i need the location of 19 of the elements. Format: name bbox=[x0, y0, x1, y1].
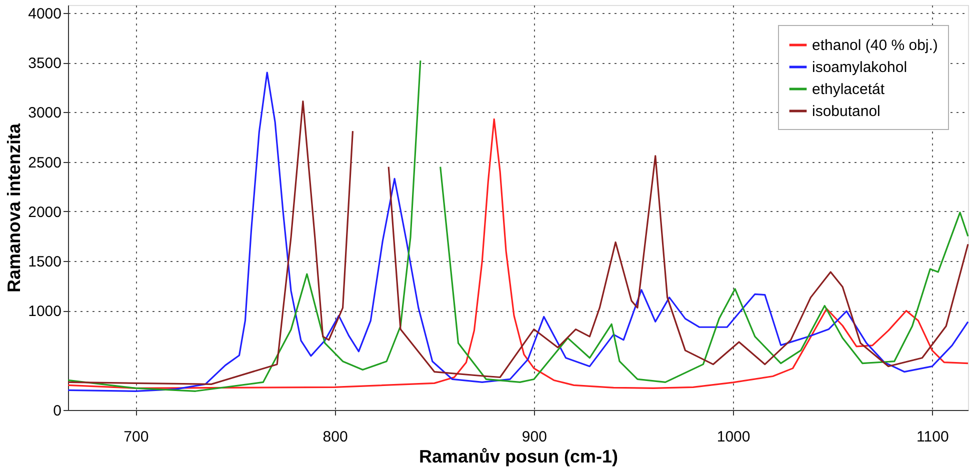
x-tick-label: 1100 bbox=[916, 428, 949, 446]
x-tick-label: 1000 bbox=[716, 428, 750, 446]
y-tick-label: 3500 bbox=[28, 55, 62, 72]
y-tick-label: 3000 bbox=[28, 104, 62, 122]
y-tick-label: 4000 bbox=[28, 5, 62, 22]
y-tick-label: 2000 bbox=[28, 204, 62, 221]
y-tick-label: 1000 bbox=[28, 303, 62, 320]
legend-label: ethanol (40 % obj.) bbox=[812, 37, 938, 54]
y-tick-label: 1500 bbox=[28, 254, 62, 271]
x-axis-title: Ramanův posun (cm-1) bbox=[418, 446, 618, 466]
y-axis-title: Ramanova intenzita bbox=[4, 122, 24, 293]
x-tick-label: 800 bbox=[322, 428, 348, 446]
x-tick-label: 900 bbox=[522, 428, 547, 446]
legend-label: isobutanol bbox=[812, 103, 880, 120]
x-tick-label: 700 bbox=[124, 428, 149, 446]
legend-label: isoamylakohol bbox=[812, 59, 908, 76]
y-tick-label: 2500 bbox=[28, 154, 62, 172]
y-tick-label: 0 bbox=[53, 402, 62, 420]
legend-label: ethylacetát bbox=[812, 81, 886, 98]
